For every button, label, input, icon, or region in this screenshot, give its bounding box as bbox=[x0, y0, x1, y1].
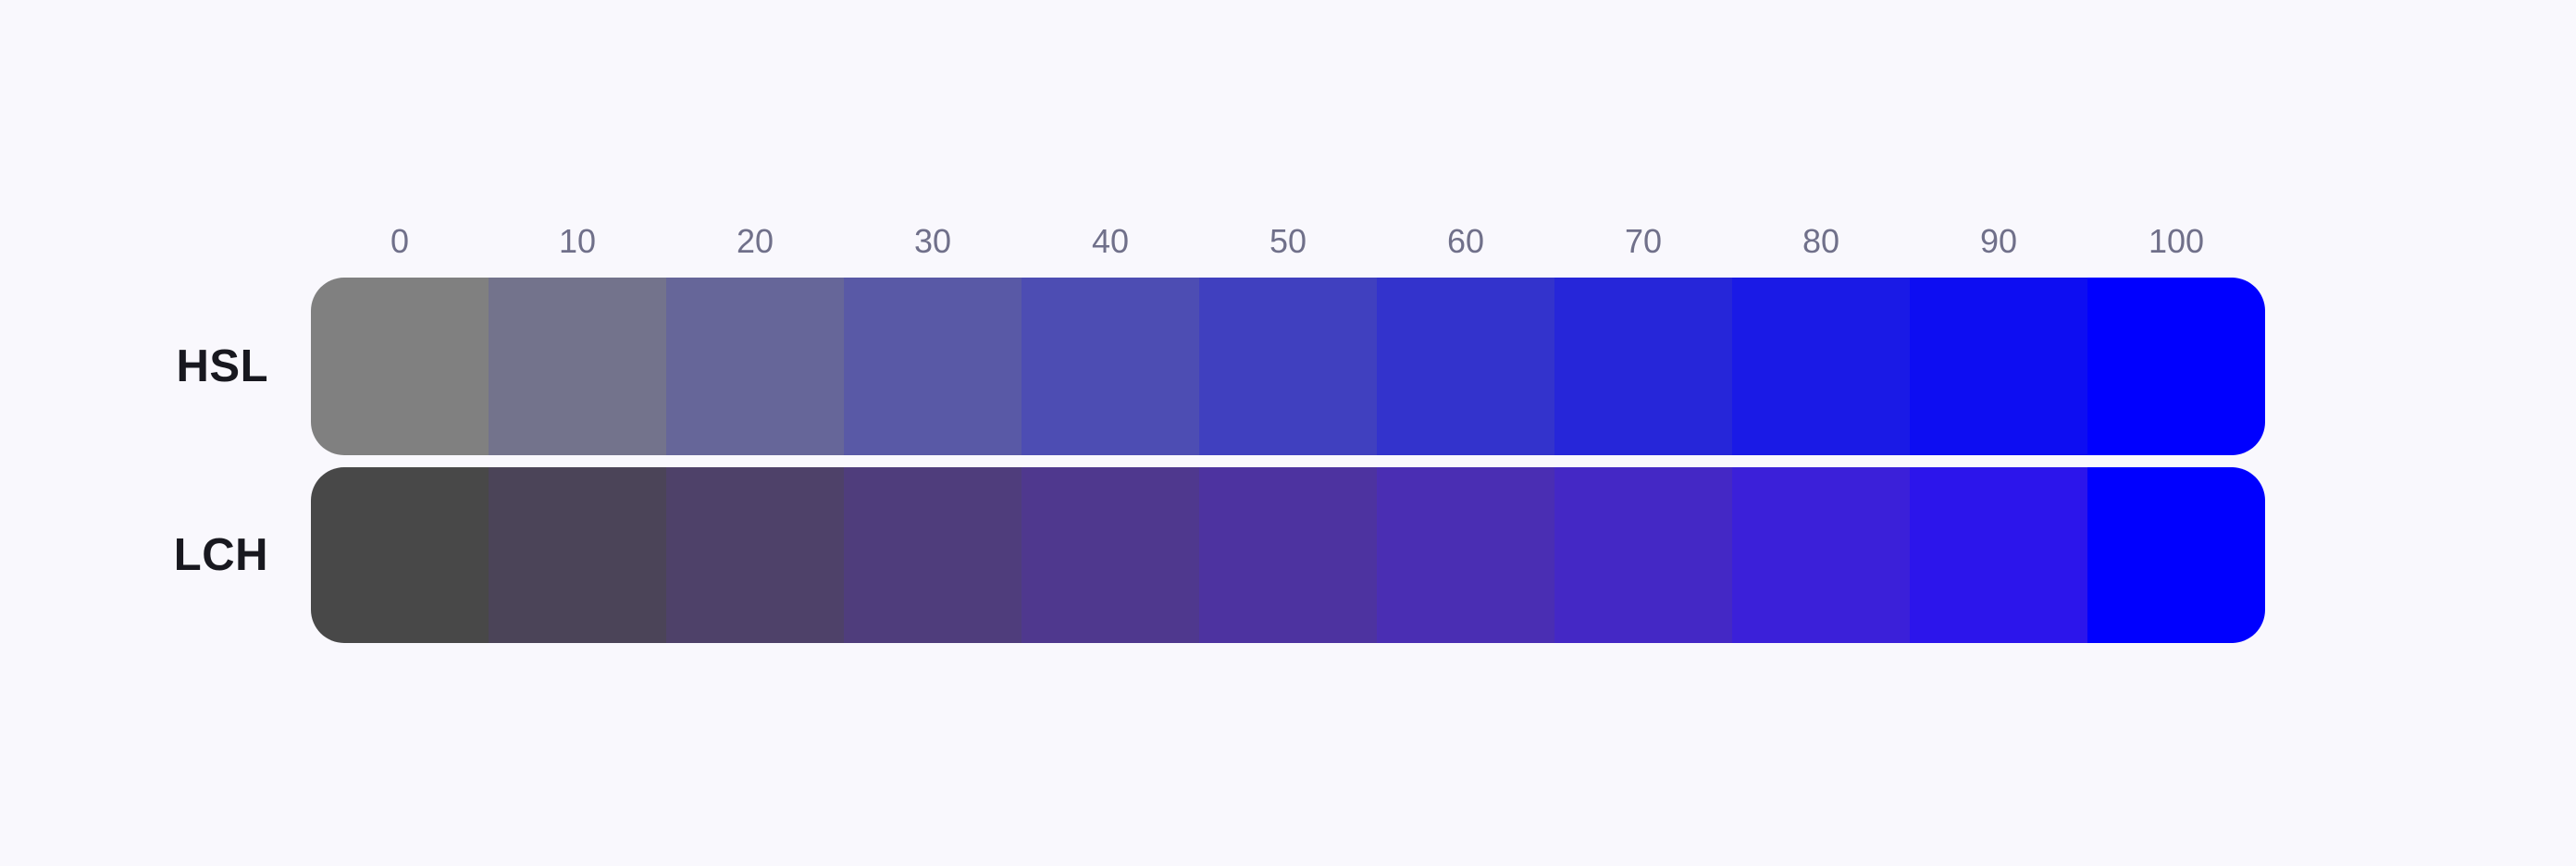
tick-label-30: 30 bbox=[913, 222, 952, 260]
hsl-swatch-20 bbox=[666, 278, 844, 455]
hsl-swatch-80 bbox=[1732, 278, 1910, 455]
lch-swatch-20 bbox=[666, 467, 844, 643]
hsl-swatch-100 bbox=[2087, 278, 2265, 455]
lch-swatch-60 bbox=[1377, 467, 1554, 643]
lch-swatch-100 bbox=[2087, 467, 2265, 643]
tick-label-20: 20 bbox=[736, 222, 774, 260]
axis-tick-row: 0 10 20 30 40 50 60 70 80 90 100 bbox=[311, 220, 2265, 263]
tick-label-70: 70 bbox=[1624, 222, 1663, 260]
lch-swatch-50 bbox=[1199, 467, 1377, 643]
tick-label-100: 100 bbox=[2148, 222, 2205, 260]
lch-swatch-70 bbox=[1554, 467, 1732, 643]
lch-swatch-80 bbox=[1732, 467, 1910, 643]
lch-color-scale-bar bbox=[311, 467, 2265, 643]
tick-label-10: 10 bbox=[558, 222, 597, 260]
hsl-row-label: HSL bbox=[176, 341, 268, 391]
tick-label-80: 80 bbox=[1802, 222, 1840, 260]
tick-label-60: 60 bbox=[1446, 222, 1485, 260]
tick-label-0: 0 bbox=[390, 222, 410, 260]
lch-swatch-10 bbox=[489, 467, 666, 643]
tick-label-40: 40 bbox=[1091, 222, 1130, 260]
hsl-swatch-70 bbox=[1554, 278, 1732, 455]
hsl-swatch-10 bbox=[489, 278, 666, 455]
lch-swatch-90 bbox=[1910, 467, 2087, 643]
hsl-swatch-40 bbox=[1022, 278, 1199, 455]
tick-label-90: 90 bbox=[1979, 222, 2018, 260]
tick-label-50: 50 bbox=[1269, 222, 1307, 260]
hsl-swatch-50 bbox=[1199, 278, 1377, 455]
lch-swatch-40 bbox=[1022, 467, 1199, 643]
lch-swatch-30 bbox=[844, 467, 1022, 643]
lch-swatch-0 bbox=[311, 467, 489, 643]
hsl-swatch-30 bbox=[844, 278, 1022, 455]
hsl-swatch-0 bbox=[311, 278, 489, 455]
hsl-swatch-90 bbox=[1910, 278, 2087, 455]
hsl-color-scale-bar bbox=[311, 278, 2265, 455]
lch-row-label: LCH bbox=[173, 530, 268, 580]
hsl-swatch-60 bbox=[1377, 278, 1554, 455]
